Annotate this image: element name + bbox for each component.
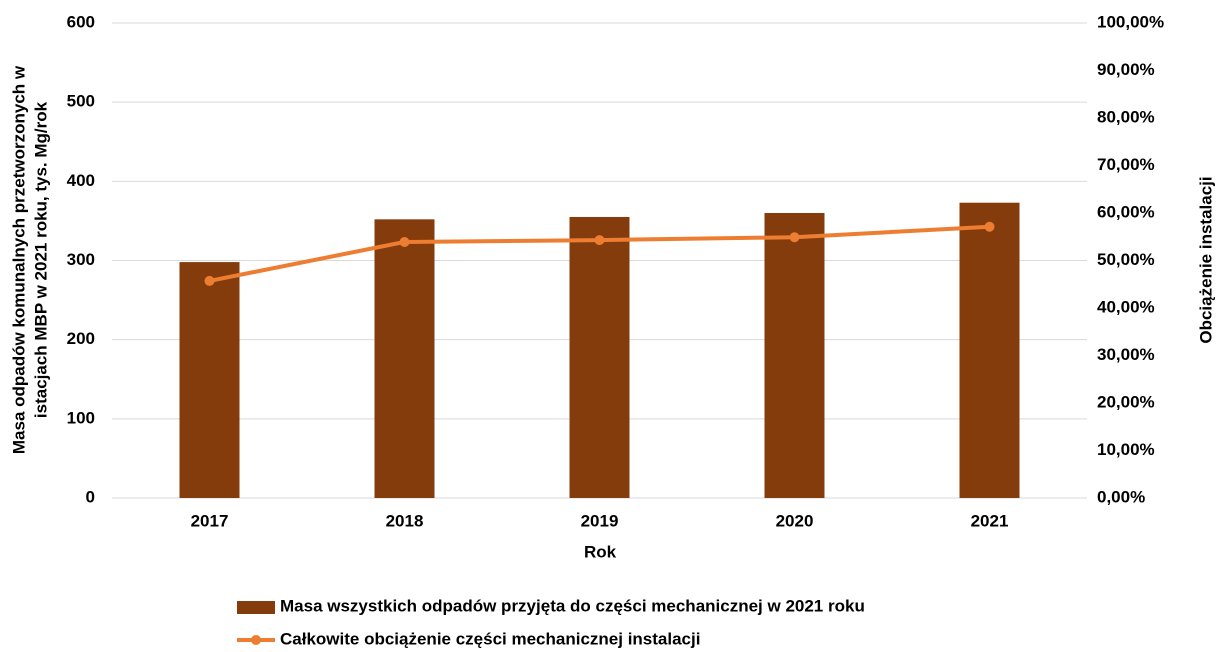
legend-label: Całkowite obciążenie części mechanicznej… (280, 629, 700, 648)
line-marker (594, 235, 605, 246)
y2-tick-label: 20,00% (1097, 392, 1155, 411)
y-axis-label: istacjach MBP w 2021 roku, tys. Mg/rok (31, 101, 50, 418)
legend-swatch (237, 601, 275, 614)
bar (569, 216, 630, 499)
bar (374, 219, 435, 499)
bar (764, 213, 825, 498)
bar (959, 202, 1020, 499)
bar (179, 262, 240, 498)
line-marker (204, 275, 215, 286)
y-tick-label: 200 (67, 329, 95, 348)
y2-tick-label: 80,00% (1097, 107, 1155, 126)
y2-tick-label: 50,00% (1097, 250, 1155, 269)
y2-tick-label: 90,00% (1097, 60, 1155, 79)
y-tick-label: 100 (67, 408, 95, 427)
x-tick-label: 2020 (776, 511, 814, 530)
y-tick-label: 300 (67, 250, 95, 269)
x-tick-label: 2017 (191, 511, 229, 530)
x-tick-label: 2019 (581, 511, 619, 530)
legend-label: Masa wszystkich odpadów przyjęta do częś… (280, 596, 865, 615)
x-tick-label: 2018 (386, 511, 424, 530)
line-marker (399, 236, 410, 247)
y2-tick-label: 40,00% (1097, 297, 1155, 316)
y-tick-label: 0 (86, 487, 95, 506)
y2-axis-label: Obciążenie instalacji (1196, 176, 1215, 343)
line-marker (789, 232, 800, 243)
y-tick-label: 500 (67, 92, 95, 111)
legend-swatch (251, 635, 261, 645)
line-marker (984, 221, 995, 232)
y2-tick-label: 10,00% (1097, 440, 1155, 459)
y2-tick-label: 100,00% (1097, 12, 1164, 31)
y2-tick-label: 0,00% (1097, 487, 1145, 506)
y-axis-label: Masa odpadów komunalnych przetworzonych … (9, 65, 28, 454)
x-tick-label: 2021 (971, 511, 1009, 530)
y-tick-label: 400 (67, 171, 95, 190)
x-axis-label: Rok (584, 542, 617, 561)
y2-tick-label: 70,00% (1097, 155, 1155, 174)
y-tick-label: 600 (67, 12, 95, 31)
y2-tick-label: 30,00% (1097, 345, 1155, 364)
y2-tick-label: 60,00% (1097, 202, 1155, 221)
